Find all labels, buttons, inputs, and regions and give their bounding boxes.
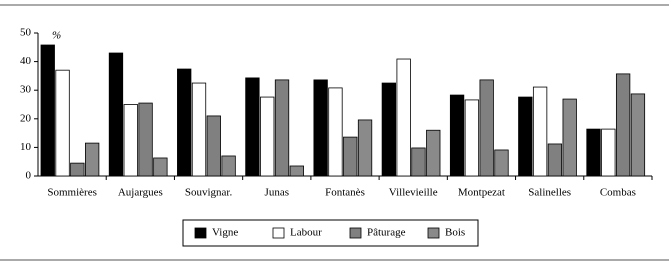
bar <box>177 68 192 177</box>
y-tick-label: 30 <box>20 84 32 96</box>
legend-label: Vigne <box>212 227 238 239</box>
x-tick-label: Villevieille <box>389 187 438 199</box>
bar <box>601 128 616 177</box>
bar <box>123 104 138 177</box>
bar <box>245 77 260 177</box>
bar <box>615 73 631 177</box>
legend-swatch <box>427 227 440 239</box>
x-tick-label: Junas <box>265 187 289 199</box>
x-tick-label: Combas <box>600 187 636 199</box>
legend-swatch <box>349 227 362 239</box>
bar <box>40 44 55 177</box>
bar <box>449 94 465 177</box>
legend-label: Bois <box>445 227 465 239</box>
bar <box>464 99 480 177</box>
bar <box>411 147 426 177</box>
x-tick-label: Montpezat <box>458 187 505 199</box>
bar <box>153 157 168 177</box>
bar <box>260 96 275 177</box>
y-tick-label: 20 <box>20 112 32 124</box>
bar <box>426 129 441 177</box>
bar <box>289 165 304 177</box>
legend-swatch <box>194 227 207 239</box>
bar <box>313 79 328 177</box>
y-tick-label: 0 <box>26 170 32 182</box>
bar <box>108 52 124 177</box>
bar <box>191 82 207 177</box>
bar <box>381 82 397 177</box>
y-unit-label: % <box>52 30 61 42</box>
bar <box>562 98 577 177</box>
bar <box>518 96 533 177</box>
bar <box>630 93 646 177</box>
bar <box>138 102 153 177</box>
legend-swatch <box>272 227 285 239</box>
bar <box>357 119 373 177</box>
bar <box>532 86 548 177</box>
x-tick-label: Aujargues <box>118 187 163 199</box>
bar <box>274 79 290 177</box>
bar <box>70 162 85 177</box>
legend-label: Labour <box>290 227 322 239</box>
bar <box>206 115 221 177</box>
bar <box>328 87 343 177</box>
x-tick-label: Salinelles <box>528 187 571 199</box>
y-tick-label: 50 <box>20 27 32 39</box>
bar <box>221 155 236 177</box>
bar <box>479 79 494 177</box>
y-tick-label: 10 <box>20 141 32 153</box>
bar <box>494 149 509 177</box>
x-tick-label: Fontanès <box>325 187 365 199</box>
bar <box>396 58 411 177</box>
bar <box>547 143 563 177</box>
bar <box>85 142 100 177</box>
x-tick-label: Sommières <box>47 187 97 199</box>
y-tick-label: 40 <box>20 55 32 67</box>
x-tick-label: Souvignar. <box>185 187 233 199</box>
bar <box>586 128 601 177</box>
bar <box>343 136 358 177</box>
bar <box>55 69 70 177</box>
legend-label: Pâturage <box>367 227 406 239</box>
